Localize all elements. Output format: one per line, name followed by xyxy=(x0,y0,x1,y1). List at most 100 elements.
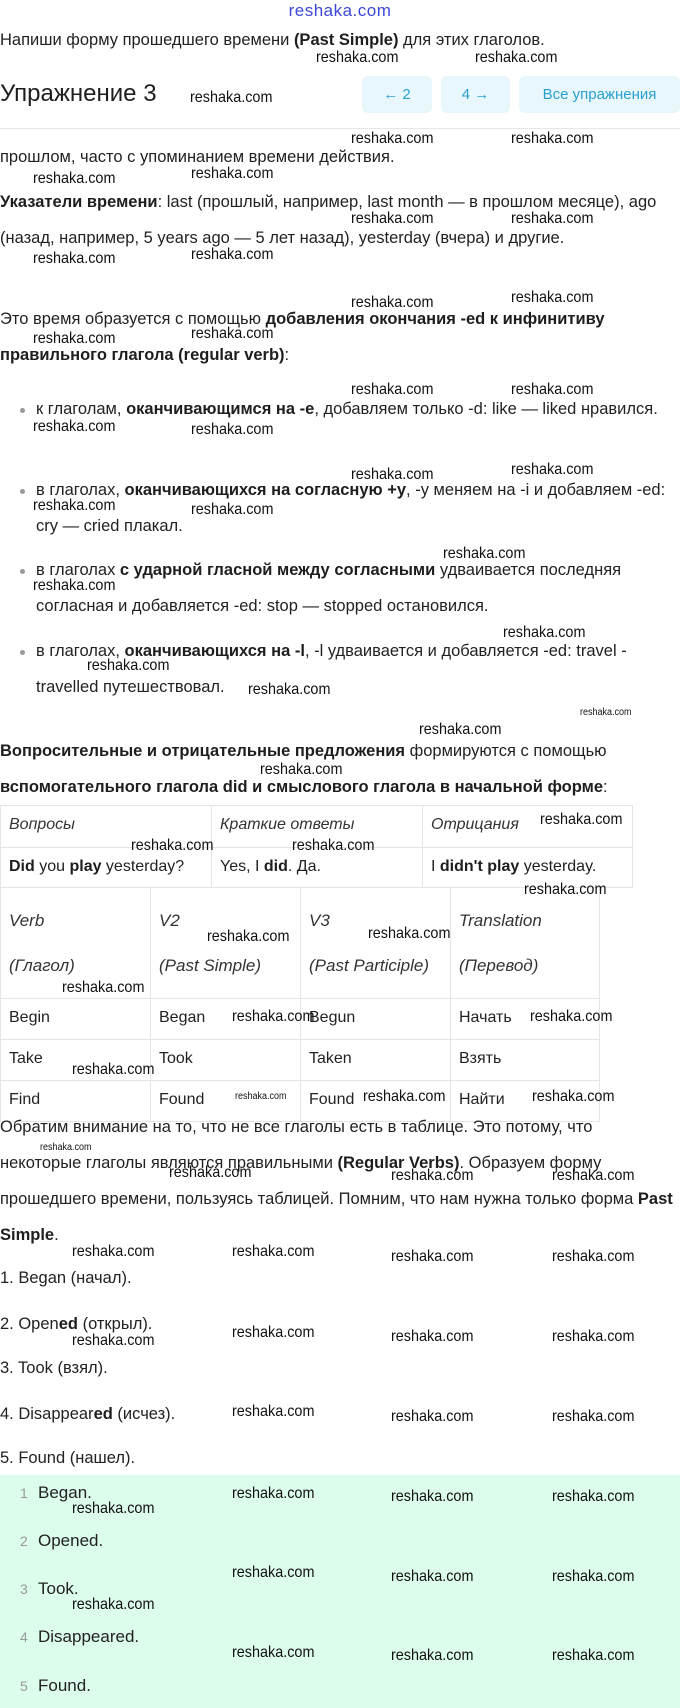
bold-text: Did xyxy=(9,858,35,875)
watermark: reshaka.com xyxy=(391,1568,474,1585)
watermark: reshaka.com xyxy=(191,246,274,263)
watermark: reshaka.com xyxy=(552,1568,635,1585)
text-segment: (открыл). xyxy=(77,1315,153,1333)
watermark: reshaka.com xyxy=(72,1596,155,1613)
watermark: reshaka.com xyxy=(232,1564,315,1581)
page-title: Упражнение 3 xyxy=(0,80,157,107)
time-markers-paragraph: Указатели времени: last (прошлый, наприм… xyxy=(0,184,675,256)
text-segment: , -y меняем на -i и добавляем -ed: cry —… xyxy=(36,481,666,535)
text-segment: you xyxy=(34,858,70,875)
site-logo[interactable]: reshaka.com xyxy=(288,1,392,20)
watermark: reshaka.com xyxy=(511,289,594,306)
watermark: reshaka.com xyxy=(552,1167,635,1184)
prev-exercise-button[interactable]: ← 2 xyxy=(362,76,432,113)
answer-number: 1 xyxy=(20,1485,28,1501)
watermark: reshaka.com xyxy=(552,1328,635,1345)
answer-item: 5 Found. xyxy=(20,1676,91,1696)
watermark: reshaka.com xyxy=(540,811,623,828)
text-segment: : xyxy=(603,778,608,796)
rule-bullet: в глаголах, оканчивающихся на -l, -l удв… xyxy=(20,633,680,705)
watermark: reshaka.com xyxy=(40,1142,92,1153)
answer-text: Opened. xyxy=(38,1531,104,1550)
bold-text: оканчивающихся на -l xyxy=(124,642,305,660)
table-row: Begin Began Begun Начать xyxy=(0,998,600,1040)
rule-bullet: в глаголах с ударной гласной между согла… xyxy=(20,552,680,624)
watermark: reshaka.com xyxy=(503,624,586,641)
watermark: reshaka.com xyxy=(191,165,274,182)
watermark: reshaka.com xyxy=(511,210,594,227)
formation-paragraph: Это время образуется с помощью добавлени… xyxy=(0,301,675,373)
watermark: reshaka.com xyxy=(552,1488,635,1505)
rule-bullet: в глаголах, оканчивающихся на согласную … xyxy=(20,472,680,544)
watermark: reshaka.com xyxy=(391,1488,474,1505)
text-segment: удваивается последняя согласная и добавл… xyxy=(36,561,622,615)
table-cell: Found xyxy=(300,1080,451,1122)
watermark: reshaka.com xyxy=(72,1500,155,1517)
watermark: reshaka.com xyxy=(169,1164,252,1181)
watermark: reshaka.com xyxy=(351,130,434,147)
instruction-text: Напиши форму прошедшего времени (Past Si… xyxy=(0,22,675,58)
watermark: reshaka.com xyxy=(391,1328,474,1345)
text-segment: формируются с помощью xyxy=(405,742,607,760)
solution-item: 3. Took (взял). xyxy=(0,1350,675,1386)
next-exercise-button[interactable]: 4 → xyxy=(441,76,510,113)
watermark: reshaka.com xyxy=(232,1324,315,1341)
watermark: reshaka.com xyxy=(351,381,434,398)
table-header: Translation (Перевод) xyxy=(450,887,600,999)
answer-item: 3 Took. xyxy=(20,1579,79,1599)
text-segment: : xyxy=(284,346,290,364)
table-cell: Taken xyxy=(300,1039,451,1081)
watermark: reshaka.com xyxy=(33,250,116,267)
header-line: V3 xyxy=(309,911,330,930)
text-segment: I xyxy=(431,858,440,875)
note-paragraph: Обратим внимание на то, что не все глаго… xyxy=(0,1109,675,1253)
text-segment: . Образуем форму прошедшего времени, пол… xyxy=(0,1154,638,1208)
watermark: reshaka.com xyxy=(552,1248,635,1265)
table-cell: Began xyxy=(150,998,301,1040)
answer-number: 2 xyxy=(20,1533,28,1549)
answer-text: Began. xyxy=(38,1483,92,1502)
table-header: Отрицания xyxy=(422,805,633,848)
watermark: reshaka.com xyxy=(190,89,273,106)
text-segment: yesterday. xyxy=(519,858,597,875)
watermark: reshaka.com xyxy=(316,49,399,66)
solution-item: 4. Disappeared (исчез). xyxy=(0,1396,675,1432)
watermark: reshaka.com xyxy=(443,545,526,562)
bold-text: вспомогательного глагола did и смысловог… xyxy=(0,778,603,796)
text-segment: : last (прошлый, например, last month — … xyxy=(0,193,657,247)
watermark: reshaka.com xyxy=(391,1167,474,1184)
watermark: reshaka.com xyxy=(232,1243,315,1260)
text-segment: 2. Open xyxy=(0,1315,59,1333)
watermark: reshaka.com xyxy=(72,1332,155,1349)
text-segment: 1. Began (начал). xyxy=(0,1269,132,1287)
table-cell: Did you play yesterday? xyxy=(0,847,212,888)
watermark: reshaka.com xyxy=(72,1061,155,1078)
table-header: Вопросы xyxy=(0,805,212,848)
watermark: reshaka.com xyxy=(33,170,116,187)
bold-text: (Regular Verbs) xyxy=(337,1154,460,1172)
header-line: Verb xyxy=(9,911,45,930)
answer-item: 4 Disappeared. xyxy=(20,1627,139,1647)
watermark: reshaka.com xyxy=(232,1403,315,1420)
answer-item: 1 Began. xyxy=(20,1483,92,1503)
watermark: reshaka.com xyxy=(33,330,116,347)
table-cell: Begun xyxy=(300,998,451,1040)
watermark: reshaka.com xyxy=(524,881,607,898)
watermark: reshaka.com xyxy=(191,325,274,342)
watermark: reshaka.com xyxy=(580,707,632,718)
bold-text: ed xyxy=(58,1315,78,1333)
bold-text: ed xyxy=(93,1405,113,1423)
answer-text: Found. xyxy=(38,1676,91,1695)
watermark: reshaka.com xyxy=(552,1408,635,1425)
all-exercises-button[interactable]: Все упражнения xyxy=(519,76,680,113)
watermark: reshaka.com xyxy=(511,461,594,478)
answer-text: Disappeared. xyxy=(38,1627,140,1646)
table-header: V2 (Past Simple) xyxy=(150,887,301,999)
watermark: reshaka.com xyxy=(87,657,170,674)
table-cell: Find xyxy=(0,1080,151,1122)
answer-item: 2 Opened. xyxy=(20,1531,103,1551)
table-row: Take Took Taken Взять xyxy=(0,1039,600,1081)
watermark: reshaka.com xyxy=(260,761,343,778)
watermark: reshaka.com xyxy=(391,1408,474,1425)
text-segment: . xyxy=(54,1226,59,1244)
